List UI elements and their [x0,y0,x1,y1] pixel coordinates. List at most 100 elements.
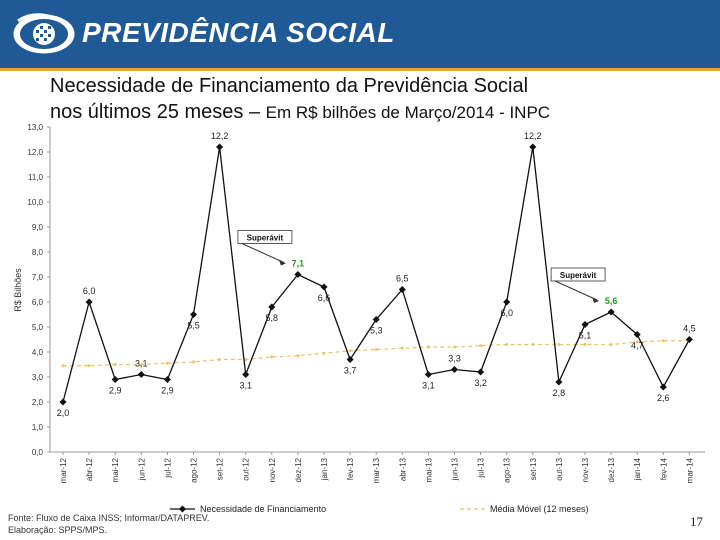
annotation-arrow [241,243,285,263]
data-point [372,315,380,324]
annotation-label: Superávit [247,234,284,243]
avg-point [557,343,561,346]
x-tick-label: mar-13 [372,457,381,483]
data-point [59,398,67,406]
data-label: 3,1 [135,359,148,369]
data-point [163,375,171,384]
x-tick-label: jan-13 [320,457,329,481]
data-label: 4,7 [631,341,644,351]
avg-point [322,351,326,355]
y-tick-label: 2,0 [32,398,44,407]
prepared-note: Elaboração: SPPS/MPS. [8,525,108,535]
annotation-arrowhead [592,297,600,303]
avg-point [635,340,639,344]
x-tick-label: fev-14 [659,457,668,480]
x-tick-label: nov-12 [268,457,277,482]
avg-point [348,349,352,353]
data-label: 2,9 [109,386,122,396]
series-media-movel-line [63,340,690,367]
data-label: 3,2 [474,378,487,388]
avg-point [374,348,378,351]
data-point [398,285,406,294]
previdencia-logo [13,13,75,54]
data-label: 5,8 [266,313,279,323]
x-tick-label: ago-12 [190,457,199,482]
data-label: 3,1 [422,381,435,391]
header-divider [0,68,720,71]
y-tick-label: 3,0 [32,373,44,382]
y-tick-label: 12,0 [27,148,43,157]
data-label: 5,5 [187,321,200,331]
data-point [346,355,354,364]
avg-point [244,358,248,361]
data-label: 12,2 [211,131,229,141]
avg-point [453,345,456,349]
data-point [633,330,641,339]
y-tick-label: 0,0 [32,448,44,457]
data-label: 2,6 [657,393,670,403]
data-label: 5,3 [370,326,383,336]
y-tick-label: 5,0 [32,323,44,332]
data-point [529,143,537,151]
data-point [137,370,145,379]
y-tick-label: 1,0 [32,423,44,432]
page-number: 17 [690,514,703,529]
y-tick-label: 8,0 [32,248,44,257]
avg-point [113,363,117,366]
data-label: 2,9 [161,386,174,396]
data-point [477,368,485,376]
legend-marker-necessidade [178,505,187,513]
brand-name: PREVIDÊNCIA SOCIAL [82,17,395,48]
x-tick-label: abr-12 [85,457,94,481]
x-tick-label: set-12 [216,457,225,480]
avg-point [87,364,91,368]
data-point [216,143,224,151]
avg-point [609,343,613,346]
x-tick-label: out-13 [555,457,564,480]
data-label: 3,3 [448,354,461,364]
data-point [85,298,93,306]
data-label: 6,5 [396,274,409,284]
avg-point [61,364,65,368]
avg-point [400,346,404,350]
header-banner [0,0,720,68]
y-tick-label: 13,0 [27,123,43,132]
avg-point [139,363,143,366]
data-label: 6,0 [83,286,96,296]
x-tick-label: ago-13 [503,457,512,482]
data-point [607,308,615,316]
chart-subtitle: Em R$ bilhões de Março/2014 - INPC [265,103,551,122]
avg-point [218,358,222,361]
x-tick-label: dez-12 [294,457,303,482]
legend-label-necessidade: Necessidade de Financiamento [200,504,326,514]
x-tick-label: mai-13 [424,457,433,482]
data-point [685,335,693,344]
source-note: Fonte: Fluxo de Caixa INSS; Informar/DAT… [8,513,210,523]
data-point [581,320,589,329]
data-point [320,283,328,291]
x-tick-label: out-12 [242,457,251,480]
x-tick-label: jun-13 [451,457,460,481]
y-axis-label: R$ Bilhões [13,268,23,312]
y-tick-label: 11,0 [28,173,44,182]
data-point [555,378,563,386]
y-tick-label: 10,0 [27,198,43,207]
legend-label-media: Média Móvel (12 meses) [490,504,589,514]
data-label: 5,6 [605,296,618,306]
avg-point [296,354,300,358]
data-label: 7,1 [292,259,305,269]
x-tick-label: jan-14 [633,457,642,481]
x-tick-label: nov-13 [581,457,590,482]
data-point [242,370,250,379]
x-tick-label: set-13 [529,457,538,480]
annotation-arrow [554,280,598,301]
data-label: 4,5 [683,324,696,334]
data-point [268,303,276,311]
y-tick-label: 4,0 [32,348,44,357]
avg-point [531,343,535,346]
data-point [503,298,511,306]
y-tick-label: 7,0 [32,273,44,282]
x-tick-label: abr-13 [398,457,407,481]
avg-point [192,360,195,364]
annotation-box [237,230,293,244]
